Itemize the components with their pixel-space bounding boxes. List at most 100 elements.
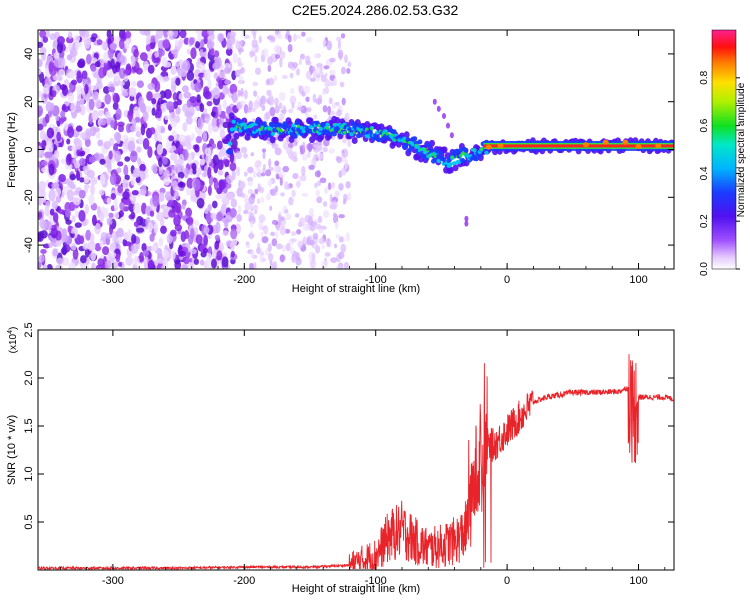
spectrogram-blob: [183, 167, 189, 179]
spectrogram-blob: [323, 65, 330, 70]
spectrogram-blob: [107, 48, 114, 59]
spectrogram-blob: [196, 94, 201, 103]
spectrogram-blob: [429, 148, 435, 154]
spectrogram-blob: [136, 227, 145, 233]
spectrogram-blob: [192, 168, 197, 175]
spectrogram-blob: [463, 147, 469, 153]
spectrogram-blob: [91, 109, 99, 121]
spectrogram-blob: [162, 156, 168, 166]
spectrogram-blob: [342, 198, 347, 204]
spectrogram-blob: [267, 56, 273, 66]
spectrogram-blob: [76, 70, 82, 79]
spectrogram-blob: [243, 209, 249, 215]
spectrogram-blob: [166, 233, 173, 245]
spectrogram-blob: [222, 230, 229, 237]
spectrogram-blob: [104, 93, 112, 105]
spectrogram-blob: [199, 48, 204, 57]
spectrogram-blob: [131, 190, 139, 196]
spectrogram-blob: [38, 180, 46, 193]
spectrogram-blob: [274, 160, 280, 167]
spectrogram-blob: [113, 36, 121, 42]
spectrogram-blob: [313, 53, 321, 59]
spectrogram-blob: [166, 30, 175, 37]
spectrogram-blob: [260, 97, 264, 103]
spectrogram-blob: [185, 116, 193, 125]
spectrogram-blob: [170, 249, 176, 261]
spectrogram-blob: [291, 102, 295, 109]
spectrogram-blob: [332, 212, 337, 217]
spectrogram-blob: [170, 145, 177, 151]
spectrogram-blob: [203, 71, 208, 81]
spectrogram-blob: [176, 99, 182, 106]
spectrogram-blob: [65, 154, 72, 166]
spectrogram-blob: [133, 106, 140, 116]
spectrogram-blob: [217, 150, 223, 160]
spectrogram-blob: [248, 196, 255, 204]
spectrogram-blob: [477, 153, 483, 159]
spectrogram-blob: [281, 74, 288, 80]
spectrogram-blob: [124, 137, 129, 150]
spectrogram-blob: [330, 257, 338, 263]
spectrogram-blob: [237, 204, 242, 215]
spectrogram-blob: [185, 137, 191, 144]
spectrogram-blob: [207, 30, 215, 36]
spectrogram-blob: [207, 122, 213, 135]
spectrogram-blob: [306, 106, 312, 113]
spectrogram-blob: [88, 98, 95, 111]
spectrogram-blob: [296, 229, 302, 235]
spectrogram-blob: [132, 167, 141, 178]
spectrogram-blob: [86, 169, 95, 179]
spectrogram-blob: [197, 32, 202, 43]
spectrogram-blob: [391, 129, 397, 135]
spectrogram-blob: [203, 90, 212, 100]
spectrogram-blob: [344, 159, 349, 169]
spectrogram-blob: [655, 143, 662, 149]
spectrogram-blob: [207, 79, 212, 90]
spectrogram-blob: [38, 41, 44, 49]
spectrogram-blob: [262, 168, 266, 173]
spectrogram-blob: [113, 198, 118, 209]
spectrogram-blob: [156, 30, 164, 39]
spectrogram-blob: [237, 62, 244, 67]
spectrogram-blob: [602, 139, 609, 145]
spectrogram-blob: [70, 101, 76, 113]
spectrogram-blob: [206, 100, 213, 107]
spectrogram-blob: [40, 248, 47, 255]
spectrogram-blob: [162, 39, 170, 49]
spectrogram-blob: [87, 83, 92, 93]
spectrogram-blob: [317, 152, 324, 161]
spectrogram-blob: [85, 229, 92, 241]
spectrogram-blob: [290, 231, 297, 237]
spectrogram-blob: [282, 165, 290, 173]
spectrogram-blob: [82, 243, 90, 250]
spectrogram-blob: [145, 44, 151, 52]
spectrogram-blob: [58, 209, 66, 215]
spectrogram-blob: [179, 69, 188, 77]
spectrogram-blob: [194, 219, 200, 227]
spectrogram-blob: [41, 196, 47, 203]
spectrogram-blob: [55, 115, 60, 121]
spectrogram-band-core: [483, 144, 674, 148]
spectrogram-blob: [256, 247, 261, 254]
spectrogram-xtick-label: 100: [629, 274, 647, 286]
spectrogram-blob: [355, 133, 361, 139]
spectrogram-blob: [210, 111, 216, 117]
spectrogram-blob: [249, 262, 254, 269]
spectrogram-blob: [84, 138, 91, 148]
spectrogram-marks: [38, 30, 674, 269]
spectrogram-blob: [229, 127, 235, 132]
spectrogram-blob: [157, 258, 165, 264]
spectrogram-blob: [99, 118, 107, 126]
spectrogram-blob: [133, 49, 139, 58]
spectrogram-blob: [60, 158, 67, 164]
spectrogram-blob: [243, 153, 248, 159]
spectrogram-blob: [252, 81, 259, 87]
spectrogram-blob: [175, 62, 180, 68]
spectrogram-blob: [66, 189, 74, 202]
spectrogram-blob: [342, 131, 347, 135]
spectrogram-blob: [436, 105, 441, 112]
spectrogram-blob: [274, 104, 280, 114]
spectrogram-blob: [65, 219, 72, 225]
spectrogram-blob: [235, 151, 243, 160]
spectrogram-blob: [287, 142, 294, 148]
